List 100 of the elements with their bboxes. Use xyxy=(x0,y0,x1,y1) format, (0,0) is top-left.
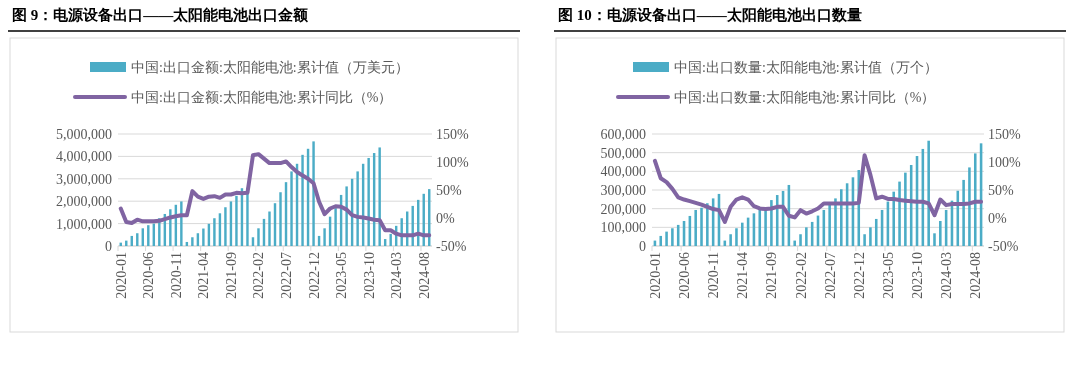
y-tick-label: 2,000,000 xyxy=(56,194,112,210)
legend-label: 中国:出口金额:太阳能电池:累计同比（%） xyxy=(131,90,393,105)
x-tick-label: 2020-06 xyxy=(677,252,693,299)
bar xyxy=(770,200,773,246)
bar xyxy=(290,171,293,246)
y2-tick-label: 150% xyxy=(436,127,469,142)
bar xyxy=(729,234,732,246)
y-tick-label: 400,000 xyxy=(600,164,646,180)
bar xyxy=(345,186,348,246)
bar xyxy=(356,171,359,246)
y2-tick-label: 50% xyxy=(436,183,462,198)
x-tick-label: 2022-07 xyxy=(279,252,295,299)
bar xyxy=(834,198,837,246)
bar xyxy=(741,222,744,246)
x-tick-label: 2021-09 xyxy=(764,252,780,299)
y2-tick-label: -50% xyxy=(436,239,467,254)
bar xyxy=(671,228,674,246)
x-tick-label: 2020-11 xyxy=(706,252,722,299)
y-tick-label: 500,000 xyxy=(600,145,646,161)
bar xyxy=(301,154,304,246)
bar xyxy=(892,191,895,246)
y2-tick-label: 0% xyxy=(436,211,455,226)
bar xyxy=(775,195,779,246)
x-tick-label: 2023-10 xyxy=(910,252,926,299)
y-tick-label: 300,000 xyxy=(600,183,646,198)
y2-tick-label: 0% xyxy=(988,211,1007,226)
bar xyxy=(962,179,965,246)
bar xyxy=(312,141,315,246)
x-tick-label: 2021-04 xyxy=(735,252,751,299)
bar xyxy=(323,228,326,246)
x-tick-label: 2024-03 xyxy=(389,252,405,299)
bar xyxy=(224,207,227,246)
x-tick-label: 2020-01 xyxy=(647,252,663,299)
bar xyxy=(389,233,392,246)
chart-title: 图 10：电源设备出口——太阳能电池出口数量 xyxy=(558,7,862,23)
bar xyxy=(147,225,150,246)
bar xyxy=(805,227,808,246)
y2-tick-label: 50% xyxy=(988,183,1014,198)
bar xyxy=(758,209,762,246)
bar xyxy=(799,234,802,246)
x-tick-label: 2024-08 xyxy=(416,252,432,299)
bar xyxy=(933,233,936,246)
x-tick-label: 2020-11 xyxy=(168,252,184,299)
legend-label: 中国:出口数量:太阳能电池:累计值（万个） xyxy=(674,60,938,75)
y-tick-label: 200,000 xyxy=(600,201,646,217)
bar xyxy=(968,167,971,246)
legend-label: 中国:出口金额:太阳能电池:累计值（万美元） xyxy=(131,60,409,75)
bar xyxy=(334,208,337,246)
x-tick-label: 2023-05 xyxy=(880,252,896,299)
bar xyxy=(898,181,901,246)
bar xyxy=(869,227,872,246)
y2-tick-label: 150% xyxy=(988,127,1021,142)
y-tick-label: 0 xyxy=(639,239,646,254)
bar xyxy=(257,228,260,246)
bar xyxy=(973,153,977,246)
x-tick-label: 2022-12 xyxy=(851,252,867,299)
bar xyxy=(235,195,238,246)
y2-tick-label: -50% xyxy=(988,239,1019,254)
y-tick-label: 1,000,000 xyxy=(56,216,112,232)
line-series xyxy=(652,153,984,224)
y-tick-label: 5,000,000 xyxy=(56,127,112,142)
bar xyxy=(367,157,370,246)
bar xyxy=(735,228,738,246)
y-tick-label: 3,000,000 xyxy=(56,171,112,187)
x-tick-label: 2021-09 xyxy=(223,252,239,299)
bar xyxy=(706,203,709,246)
x-tick-label: 2022-07 xyxy=(822,252,838,299)
x-tick-label: 2022-02 xyxy=(251,252,267,299)
bar xyxy=(700,207,703,246)
legend-label: 中国:出口数量:太阳能电池:累计同比（%） xyxy=(674,90,936,105)
bar xyxy=(904,172,907,246)
bar xyxy=(180,201,183,246)
x-tick-label: 2024-03 xyxy=(939,252,955,299)
x-tick-label: 2022-02 xyxy=(793,252,809,299)
bar xyxy=(659,235,663,246)
y2-tick-label: 100% xyxy=(436,155,469,170)
x-tick-label: 2024-08 xyxy=(968,252,984,299)
bar xyxy=(863,234,866,246)
x-tick-label: 2020-06 xyxy=(141,252,157,299)
bar xyxy=(268,211,271,246)
bar xyxy=(378,147,381,246)
bar xyxy=(202,228,205,246)
bar xyxy=(213,218,216,246)
bar xyxy=(665,231,668,246)
bar xyxy=(840,189,843,246)
bar xyxy=(793,240,796,246)
y-tick-label: 100,000 xyxy=(600,220,646,236)
x-tick-label: 2023-05 xyxy=(334,252,350,299)
bar xyxy=(927,140,930,246)
x-tick-label: 2020-01 xyxy=(113,252,129,299)
chart-title: 图 9：电源设备出口——太阳能电池出口金额 xyxy=(12,6,310,23)
line-series xyxy=(118,152,432,238)
x-tick-label: 2022-12 xyxy=(306,252,322,299)
x-tick-label: 2021-04 xyxy=(196,252,212,299)
y-tick-label: 600,000 xyxy=(600,127,646,142)
y-tick-label: 4,000,000 xyxy=(56,149,112,165)
bar xyxy=(191,237,194,246)
bar xyxy=(694,209,697,246)
y-tick-label: 0 xyxy=(105,239,112,254)
y2-tick-label: 100% xyxy=(988,155,1021,170)
